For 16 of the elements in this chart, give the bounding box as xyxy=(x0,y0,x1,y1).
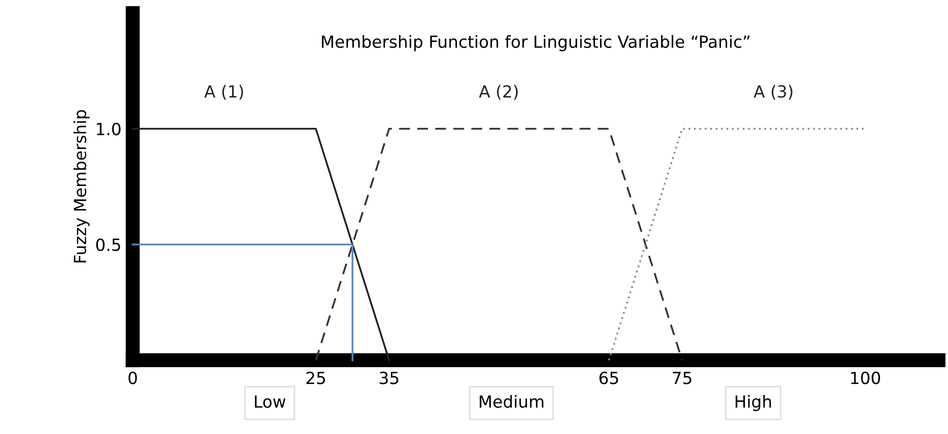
y-tick-label: 1.0 xyxy=(96,122,121,136)
x-tick-label: 75 xyxy=(672,372,692,384)
x-tick-label: 25 xyxy=(306,372,326,384)
series-label: A (2) xyxy=(478,84,518,100)
text: High xyxy=(736,394,771,412)
y-axis-title: Fuzzy Membership xyxy=(73,110,90,262)
series-label: A (3) xyxy=(754,84,792,100)
x-tick-label: 0 xyxy=(128,372,137,384)
series-label: A (1) xyxy=(204,84,244,100)
x-tick-label: 35 xyxy=(380,372,398,384)
y-tick-label: 0.5 xyxy=(96,238,120,252)
text: Medium xyxy=(480,394,544,408)
x-tick-label: 100 xyxy=(851,372,880,384)
text: Low xyxy=(254,395,286,408)
text: Membership Function for Linguistic Variable “Panic” xyxy=(322,35,750,52)
x-tick-label: 65 xyxy=(599,372,618,384)
